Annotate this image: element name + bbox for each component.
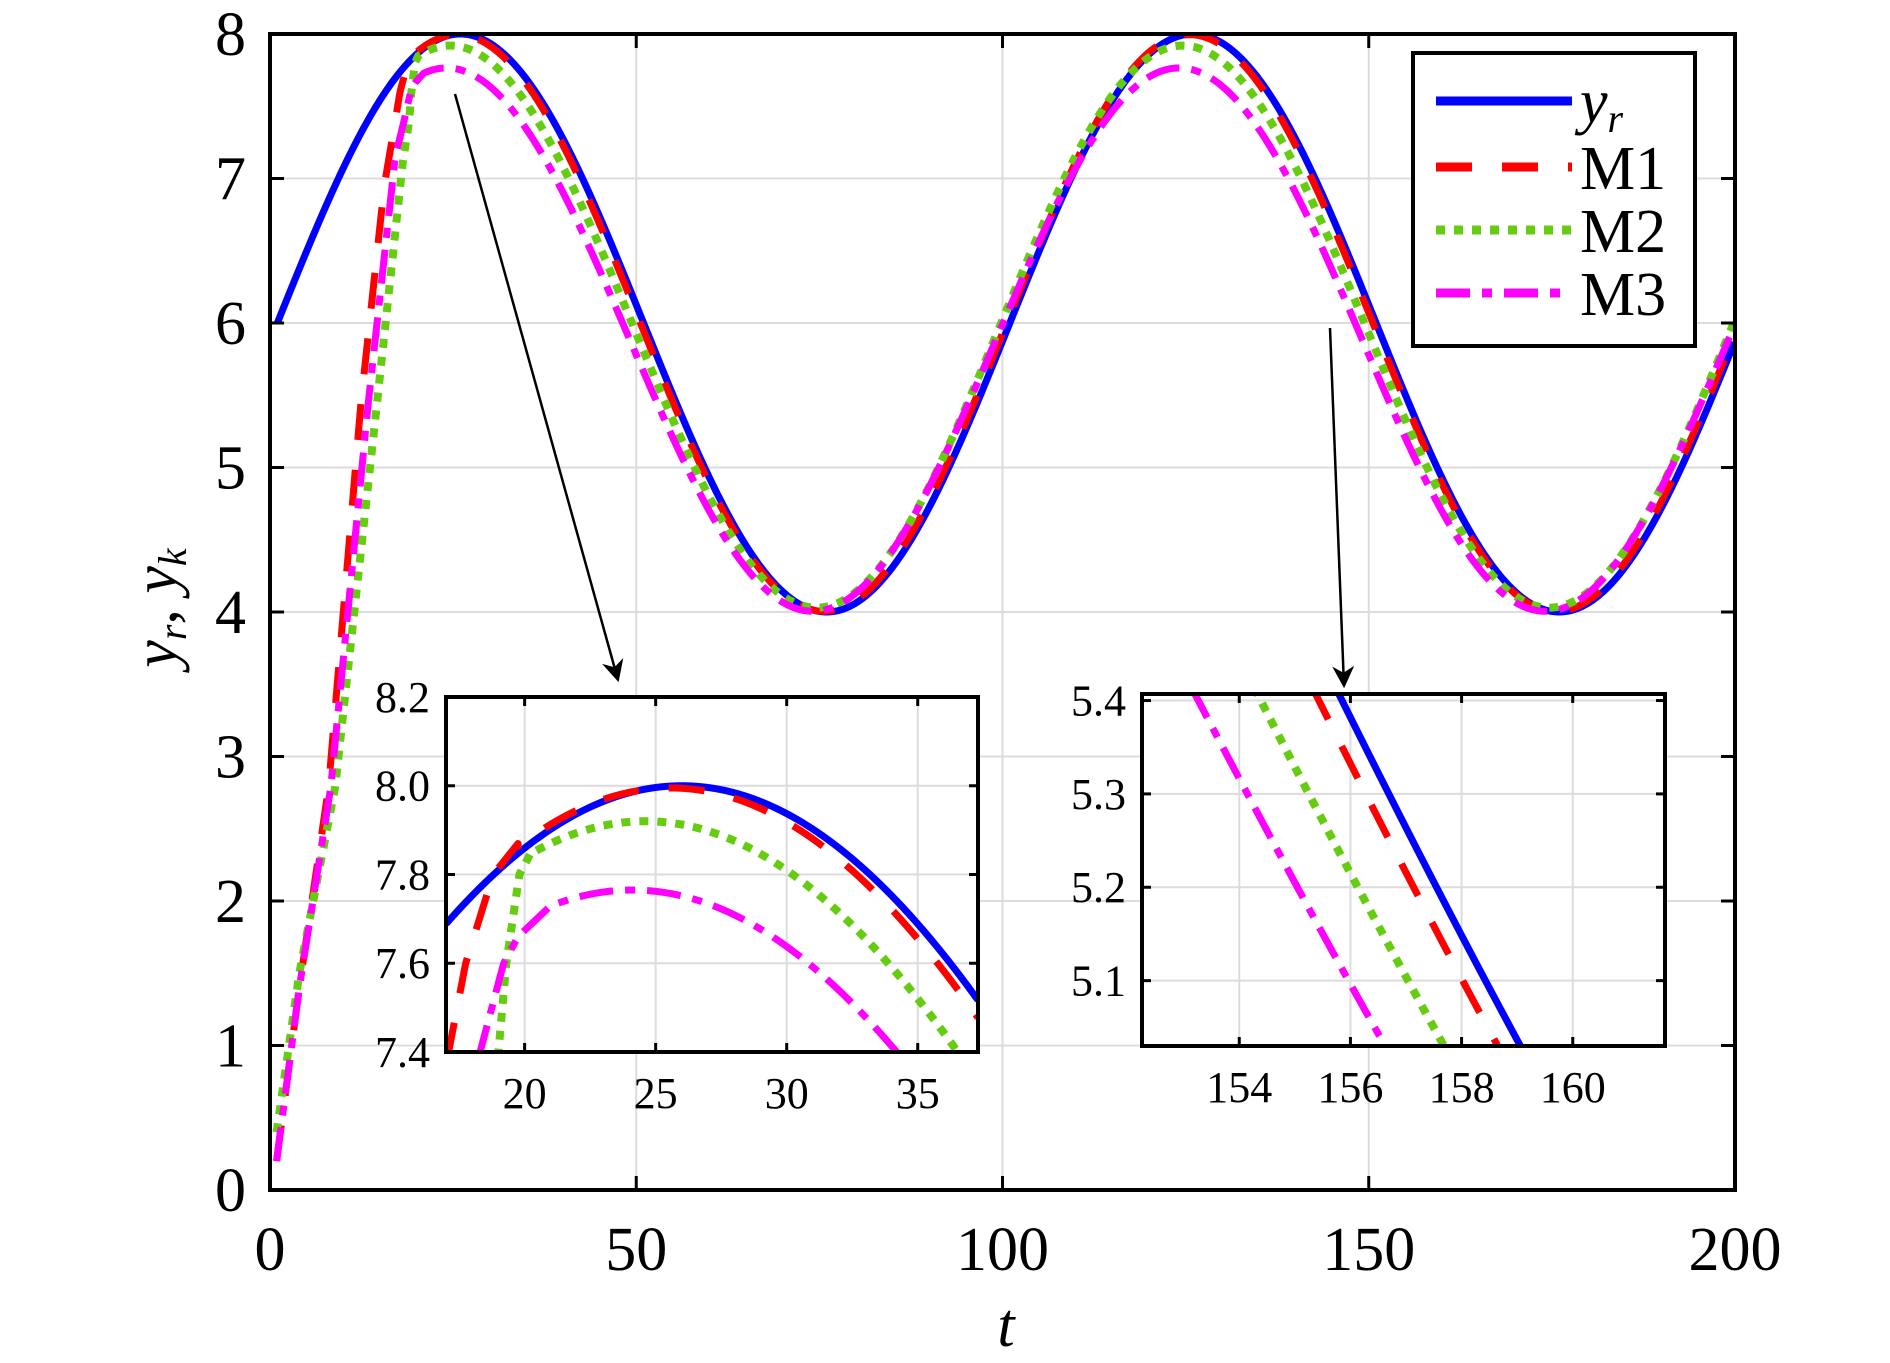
main-y-tick-label: 1 <box>215 1013 246 1081</box>
inset-1-x-tick-label: 158 <box>1429 1063 1495 1112</box>
main-y-tick-label: 5 <box>215 435 246 503</box>
legend: yr M1 M2 M3 <box>1411 51 1697 348</box>
main-x-tick-label: 0 <box>255 1216 286 1284</box>
legend-label-m3: M3 <box>1580 261 1666 329</box>
y-axis-label-var1: y <box>122 640 190 674</box>
inset-0-x-tick-label: 35 <box>896 1069 940 1118</box>
inset-1-y-tick-label: 5.4 <box>1071 676 1126 725</box>
main-x-tick-label: 150 <box>1322 1216 1415 1284</box>
inset-plot-peak: 20 25 30 35 7.4 7.6 7.8 8.0 8.2 <box>375 673 980 1118</box>
zoom-arrow-left <box>453 93 624 683</box>
inset-0-y-tick-label: 7.6 <box>375 939 430 988</box>
y-axis-label: yr, yk <box>122 547 195 674</box>
main-series-m2-line <box>272 41 1735 1133</box>
main-y-tick-label: 4 <box>215 579 246 647</box>
inset-1-y-tick-label: 5.2 <box>1071 863 1126 912</box>
legend-swatches <box>1436 96 1572 298</box>
inset-0-x-tick-label: 25 <box>634 1069 678 1118</box>
main-y-tick-label: 8 <box>215 1 246 69</box>
inset-1-series-m2-line <box>1252 694 1449 1046</box>
inset-0-series-group <box>446 782 978 1052</box>
main-y-tick-label: 3 <box>215 724 246 792</box>
legend-label-yr: yr <box>1574 68 1624 141</box>
inset-1-series-m1-line <box>1311 694 1502 1046</box>
legend-label-m2: M2 <box>1580 198 1666 266</box>
main-y-tick-label: 7 <box>215 146 246 214</box>
x-axis-label: t <box>997 1292 1016 1360</box>
inset-0-series-yr-line <box>446 782 978 1004</box>
main-y-tick-label: 2 <box>215 868 246 936</box>
inset-1-series-m3-line <box>1190 694 1390 1046</box>
inset-0-x-tick-label: 30 <box>765 1069 809 1118</box>
main-x-tick-label: 100 <box>956 1216 1049 1284</box>
inset-1-axes-box <box>1140 692 1667 1048</box>
main-y-tick-label: 0 <box>215 1157 246 1225</box>
main-x-tick-label: 200 <box>1689 1216 1782 1284</box>
y-axis-label-sub1: r <box>150 624 195 640</box>
main-y-tick-label: 6 <box>215 290 246 358</box>
inset-1-x-tick-label: 160 <box>1540 1063 1606 1112</box>
inset-0-y-tick-label: 8.0 <box>375 762 430 811</box>
inset-0-y-tick-label: 7.4 <box>375 1028 430 1077</box>
inset-0-x-tick-label: 20 <box>503 1069 547 1118</box>
inset-1-y-tick-label: 5.1 <box>1071 957 1126 1006</box>
inset-0-series-m2-line <box>494 817 963 1052</box>
inset-0-series-m3-line <box>476 886 902 1052</box>
inset-1-series-yr-line <box>1334 694 1525 1046</box>
y-axis-label-sub2: k <box>150 547 195 566</box>
inset-1-x-tick-label: 154 <box>1206 1063 1272 1112</box>
inset-0-y-tick-label: 8.2 <box>375 673 430 722</box>
inset-1-x-tick-label: 156 <box>1317 1063 1383 1112</box>
inset-1-y-tick-label: 5.3 <box>1071 770 1126 819</box>
inset-0-y-tick-label: 7.8 <box>375 850 430 899</box>
main-series-group <box>272 34 1735 1162</box>
legend-label-m1: M1 <box>1580 135 1666 203</box>
inset-1-series-group <box>1190 694 1525 1046</box>
zoom-arrow-right <box>1328 327 1355 689</box>
main-x-tick-label: 50 <box>605 1216 667 1284</box>
y-axis-label-sep: , <box>122 594 190 625</box>
inset-plot-descent: 154 156 158 160 5.1 5.2 5.3 5.4 <box>1071 676 1667 1112</box>
y-axis-label-var2: y <box>122 566 190 600</box>
